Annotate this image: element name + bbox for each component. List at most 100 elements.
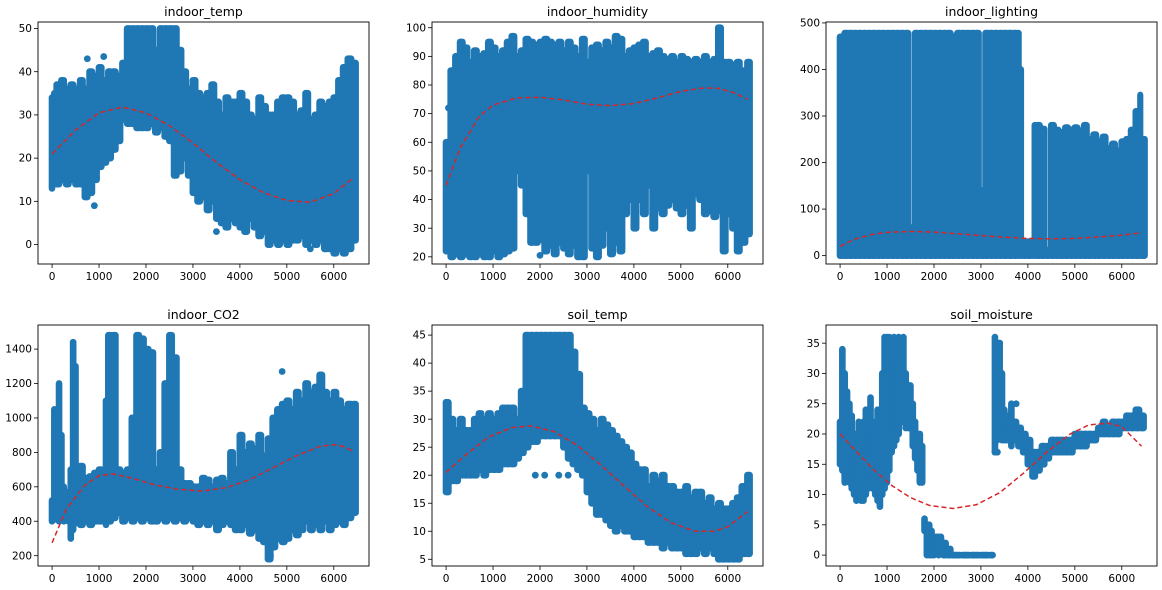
x-tick-label: 2000 [527,573,554,585]
y-tick-label: 100 [406,22,426,34]
y-tick-label: 15 [807,459,820,471]
scatter-column [350,59,359,244]
axes-frame [37,21,370,265]
axes-frame [431,324,764,567]
x-tick-label: 3000 [968,271,995,283]
x-tick-label: 6000 [714,271,741,283]
scatter-column [1038,125,1048,260]
plot-area [836,29,1148,260]
subplot-indoor_temp: 0 1000 2000 3000 4000 5000 6000 0 10 20 30 40 50 indo… [19,4,370,283]
y-tick-label: 35 [413,386,426,398]
scatter-column [1017,66,1025,260]
scatter-point [306,245,314,253]
y-tick-label: 20 [807,429,820,441]
x-tick-label: 5000 [273,271,300,283]
y-tick-label: 40 [413,194,426,206]
y-tick-label: 1200 [5,378,32,390]
x-tick-label: 2000 [527,271,554,283]
scatter-point [536,252,544,259]
axes-frame [825,324,1158,567]
y-tick-label: 10 [19,196,32,208]
plot-area [836,333,1147,559]
y-tick-label: 200 [12,550,32,562]
chart-title: indoor_lighting [945,4,1038,19]
y-tick-label: 5 [419,554,426,566]
y-tick-label: 50 [19,23,32,35]
y-tick-label: 0 [813,250,820,262]
x-tick-label: 3000 [574,271,601,283]
scatter-point [278,368,286,375]
scatter-column [744,58,753,238]
x-tick-label: 4000 [621,271,648,283]
x-tick-label: 1000 [86,573,113,585]
x-tick-label: 2000 [133,271,160,283]
x-tick-label: 2000 [921,271,948,283]
y-tick-label: 400 [12,516,32,528]
scatter-point [83,55,91,63]
x-tick-label: 2000 [133,573,160,585]
y-tick-label: 50 [413,166,426,178]
scatter-column [350,400,359,517]
subplot-indoor_humidity: 0 1000 2000 3000 4000 5000 6000 20 30 40 50 60 70 80 9… [406,4,764,283]
scatter-column [1139,135,1148,260]
y-tick-label: 600 [12,481,32,493]
axes-frame [37,324,370,567]
scatter-point [724,553,732,560]
scatter-column [744,471,753,558]
x-tick-label: 3000 [968,573,995,585]
scatter-point [993,448,1001,456]
x-tick-label: 4000 [621,573,648,585]
y-tick-label: 70 [413,108,426,120]
x-tick-label: 5000 [667,573,694,585]
x-tick-label: 0 [443,271,450,283]
plot-area [48,25,359,257]
y-tick-label: 0 [813,550,820,562]
trend-line [51,443,354,544]
scatter-point [895,424,903,432]
x-tick-label: 4000 [1015,271,1042,283]
y-tick-label: 45 [413,330,426,342]
x-tick-label: 4000 [227,271,254,283]
y-tick-label: 400 [800,64,820,76]
trend-line [445,87,748,186]
subplot-soil_temp: 0 1000 2000 3000 4000 5000 6000 5 10 15 20 25 30 35 40… [413,307,764,585]
y-tick-label: 25 [413,442,426,454]
x-tick-label: 4000 [227,573,254,585]
scatter-point [714,24,722,32]
x-tick-label: 6000 [320,271,347,283]
y-tick-label: 1400 [5,344,32,356]
y-tick-label: 30 [413,223,426,235]
x-tick-label: 5000 [1061,573,1088,585]
scatter-column [986,551,996,559]
scatter-column [918,442,926,486]
x-tick-label: 0 [49,573,56,585]
x-tick-label: 1000 [480,573,507,585]
y-tick-label: 200 [800,157,820,169]
scatter-point [893,418,900,426]
x-tick-label: 6000 [320,573,347,585]
scatter-point [564,471,572,479]
x-tick-label: 1000 [874,573,901,585]
subplot-indoor_lighting: 0 1000 2000 3000 4000 5000 6000 0 100 200 300 400 50… [800,4,1158,283]
y-tick-label: 30 [413,414,426,426]
y-tick-label: 100 [800,204,820,216]
subplot-soil_moisture: 0 1000 2000 3000 4000 5000 6000 0 5 10 15 20 25 30 35 s… [807,307,1158,585]
chart-title: soil_moisture [950,307,1033,322]
scatter-point [189,483,197,491]
y-tick-label: 20 [413,470,426,482]
scatter-column [1138,412,1147,432]
scatter-point [531,471,539,479]
x-tick-label: 6000 [1108,573,1135,585]
scatter-point [996,339,1004,347]
axes-frame [431,21,764,265]
y-tick-label: 40 [413,358,426,370]
scatter-point [100,53,108,60]
x-tick-label: 6000 [1108,271,1135,283]
x-tick-label: 3000 [180,573,207,585]
x-tick-label: 2000 [921,573,948,585]
x-tick-label: 3000 [180,271,207,283]
scatter-point [555,471,563,479]
x-tick-label: 1000 [86,271,113,283]
x-tick-label: 0 [443,573,450,585]
